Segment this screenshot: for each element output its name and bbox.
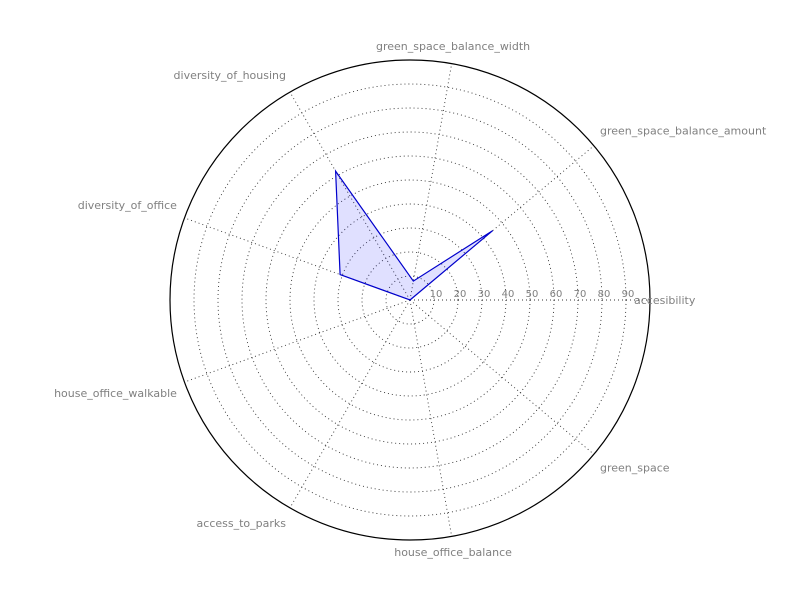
- spoke-diversity_of_housing: [289, 91, 411, 301]
- r-tick-label: 30: [478, 289, 491, 300]
- r-tick-label: 80: [598, 289, 611, 300]
- r-tick-label: 50: [526, 289, 539, 300]
- axis-label-house_office_walkable: house_office_walkable: [54, 387, 177, 400]
- r-tick-label: 10: [430, 289, 443, 300]
- axis-label-green_space_balance_amount: green_space_balance_amount: [600, 125, 767, 138]
- tick-label-layer: 10 20 30 40 50 60 70 80 90: [430, 289, 635, 300]
- axis-label-house_office_balance: house_office_balance: [394, 546, 512, 559]
- axis-label-green_space_balance_width: green_space_balance_width: [376, 40, 530, 53]
- axis-label-diversity_of_office: diversity_of_office: [78, 199, 177, 212]
- axis-label-diversity_of_housing: diversity_of_housing: [174, 69, 286, 82]
- spoke-house_office_balance: [409, 299, 453, 537]
- axis-label-accesibility: accesibility: [634, 294, 696, 307]
- r-tick-label: 40: [502, 289, 515, 300]
- data-layer: [334, 169, 494, 301]
- spoke-house_office_walkable: [184, 299, 411, 383]
- outer-circle: [169, 59, 651, 541]
- spoke-green_space_balance_width: [409, 63, 453, 301]
- axis-label-green_space: green_space: [600, 461, 670, 474]
- r-tick-label: 70: [574, 289, 587, 300]
- spoke-access_to_parks: [289, 299, 411, 509]
- grid-layer: [169, 59, 651, 541]
- axis-label-layer: accesibilitygreen_space_balance_amountgr…: [54, 40, 767, 559]
- series-area-0: [334, 169, 494, 301]
- spoke-green_space: [409, 299, 595, 455]
- r-tick-label: 60: [550, 289, 563, 300]
- r-tick-label: 90: [622, 289, 635, 300]
- r-tick-label: 20: [454, 289, 467, 300]
- axis-label-access_to_parks: access_to_parks: [197, 517, 287, 530]
